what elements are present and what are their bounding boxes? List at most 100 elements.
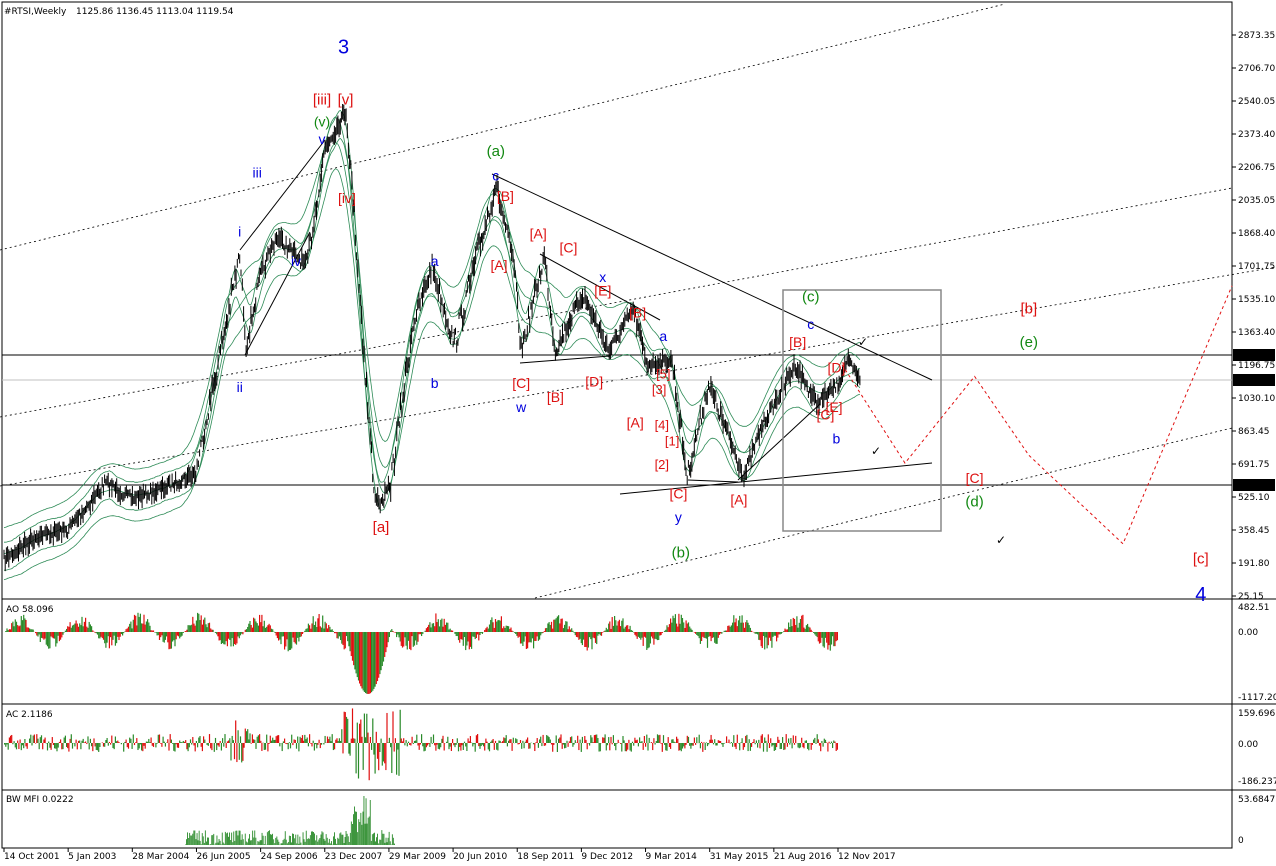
mfi-bar <box>390 844 392 845</box>
indicator-bar <box>101 632 103 639</box>
indicator-bar <box>717 740 719 743</box>
indicator-bar <box>508 740 510 743</box>
indicator-bar <box>530 632 532 643</box>
indicator-bar <box>749 743 751 751</box>
indicator-bar <box>106 632 108 643</box>
wave-label: [C] <box>560 239 578 255</box>
indicator-bar <box>147 741 149 743</box>
indicator-bar <box>643 632 645 637</box>
envelope-band-line <box>4 138 861 571</box>
indicator-bar <box>814 737 816 743</box>
price-bars <box>3 104 861 572</box>
indicator-bar <box>362 632 364 691</box>
indicator-bar <box>798 743 800 749</box>
indicator-bar <box>680 614 682 632</box>
indicator-bar <box>793 743 796 745</box>
indicator-bar <box>645 632 647 638</box>
indicator-bar <box>612 735 614 743</box>
indicator-bar <box>823 632 825 648</box>
indicator-bar <box>17 740 19 743</box>
mfi-bar <box>197 840 199 845</box>
indicator-bar <box>813 739 815 743</box>
indicator-bar <box>217 743 219 746</box>
indicator-bar <box>565 743 567 748</box>
indicator-bar <box>198 613 200 632</box>
indicator-bar <box>671 739 673 743</box>
mfi-bar <box>369 800 371 845</box>
indicator-bar <box>546 735 548 743</box>
indicator-bar <box>430 627 432 632</box>
indicator-bar <box>555 735 557 743</box>
indicator-bar <box>357 743 360 779</box>
indicator-bar <box>15 621 18 632</box>
indicator-bar <box>55 632 57 647</box>
indicator-bar <box>163 632 165 643</box>
mfi-bar <box>312 831 313 845</box>
indicator-bar <box>42 632 44 639</box>
indicator-bar <box>275 632 277 636</box>
indicator-bar <box>7 743 9 750</box>
indicator-bar <box>597 738 599 743</box>
indicator-bar <box>158 734 161 743</box>
indicator-bar <box>384 632 386 657</box>
indicator-bar <box>666 625 668 632</box>
indicator-bar <box>559 737 561 743</box>
mfi-bar <box>286 843 288 845</box>
indicator-bar <box>236 743 238 763</box>
indicator-bar <box>36 632 38 636</box>
indicator-bar <box>728 625 730 632</box>
indicator-bar <box>123 743 125 752</box>
indicator-bar <box>404 743 406 746</box>
indicator-bar <box>561 618 563 632</box>
mfi-bar <box>305 830 307 845</box>
indicator-bar <box>312 740 314 743</box>
indicator-tick-label: 0 <box>1238 836 1244 846</box>
indicator-bar <box>326 628 329 632</box>
indicator-bar <box>274 739 276 743</box>
indicator-bar <box>77 626 80 632</box>
indicator-bar <box>449 628 451 632</box>
indicator-bar <box>203 736 205 743</box>
indicator-bar <box>275 736 277 743</box>
indicator-bar <box>605 627 607 632</box>
indicator-bar <box>5 743 7 747</box>
indicator-bar <box>237 730 239 743</box>
mfi-bar <box>388 831 390 845</box>
indicator-bar <box>540 632 542 636</box>
indicator-bar <box>460 743 462 751</box>
indicator-bar <box>478 632 480 641</box>
indicator-bar <box>145 621 147 632</box>
indicator-bar <box>49 743 51 748</box>
mfi-bar <box>248 838 249 845</box>
indicator-bar <box>374 632 376 687</box>
indicator-bar <box>628 739 630 743</box>
indicator-bar <box>36 734 38 743</box>
indicator-bar <box>443 618 445 632</box>
indicator-bar <box>311 743 313 747</box>
mfi-bar <box>303 839 305 845</box>
indicator-bar <box>113 632 115 636</box>
indicator-bar <box>427 743 429 746</box>
indicator-bar <box>156 632 158 636</box>
indicator-bar <box>413 632 416 646</box>
indicator-bar <box>39 632 41 642</box>
wave-label: (b) <box>672 545 690 562</box>
indicator-bar <box>666 743 668 751</box>
indicator-bar <box>207 743 209 746</box>
indicator-bar <box>499 620 501 632</box>
indicator-bar <box>88 743 90 750</box>
indicator-bar <box>736 734 738 743</box>
price-tick-label: 2706.70 <box>1238 64 1275 74</box>
indicator-bar <box>616 625 618 632</box>
time-tick-label: 20 Jun 2010 <box>453 852 507 862</box>
indicator-bar <box>591 632 593 650</box>
indicator-bar <box>157 734 159 743</box>
mfi-bar <box>257 841 259 845</box>
indicator-bar <box>124 631 126 632</box>
indicator-bar <box>596 734 598 743</box>
indicator-bar <box>510 739 512 743</box>
indicator-bar <box>818 743 821 746</box>
indicator-bar <box>93 738 95 743</box>
indicator-bar <box>392 711 394 743</box>
